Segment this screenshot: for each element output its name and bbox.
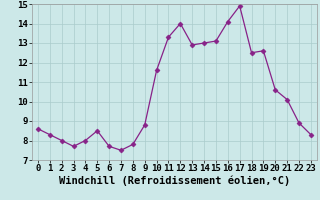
X-axis label: Windchill (Refroidissement éolien,°C): Windchill (Refroidissement éolien,°C) [59, 176, 290, 186]
